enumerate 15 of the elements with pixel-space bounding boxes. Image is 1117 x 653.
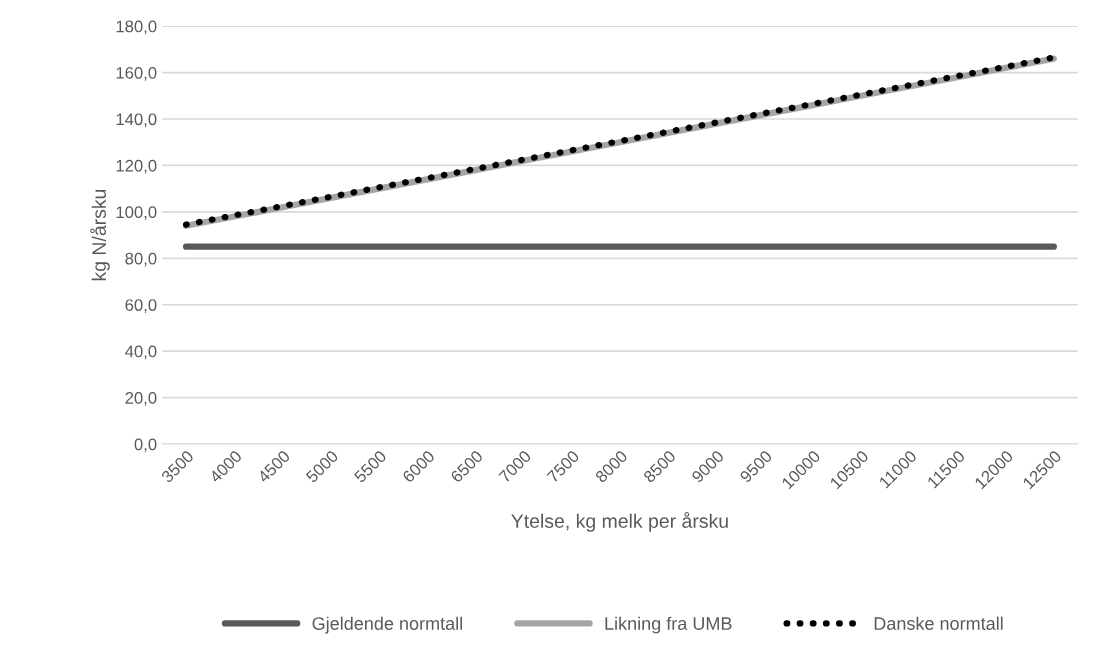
y-tick-label: 80,0 (125, 252, 157, 267)
y-axis-title: kg N/årsku (90, 189, 110, 281)
y-tick-label: 140,0 (116, 113, 157, 128)
y-tick-label: 160,0 (116, 66, 157, 81)
y-tick-label: 60,0 (125, 299, 157, 313)
x-axis-title: Ytelse, kg melk per årsku (511, 512, 728, 532)
y-tick-label: 120,0 (116, 159, 157, 174)
legend-label: Danske normtall (874, 616, 1003, 630)
legend-label: Likning fra UMB (605, 616, 732, 634)
y-tick-label: 100,0 (116, 206, 157, 221)
legend-label: Gjeldende normtall (312, 616, 462, 634)
y-tick-label: 20,0 (125, 392, 157, 406)
y-tick-label: 180,0 (116, 20, 157, 35)
y-tick-label: 40,0 (125, 345, 157, 360)
y-tick-label: 0,0 (134, 438, 157, 453)
